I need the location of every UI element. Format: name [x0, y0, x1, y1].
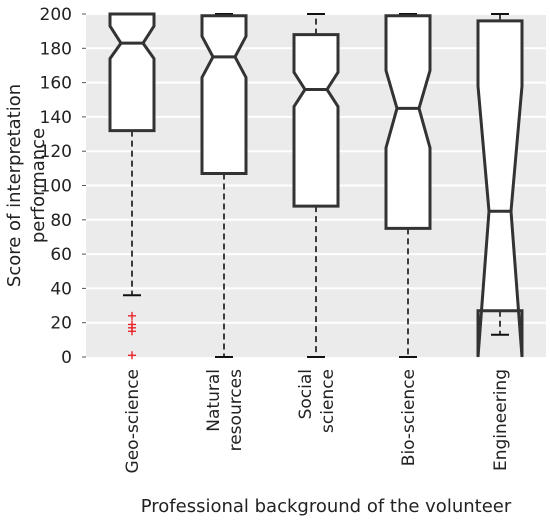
- y-tick-label: 180: [40, 39, 72, 59]
- y-axis-title: Score of interpretation: [4, 84, 25, 287]
- y-tick-label: 40: [50, 279, 72, 299]
- notched-box: [292, 33, 340, 208]
- y-tick-label: 120: [40, 142, 72, 162]
- y-tick-label: 80: [50, 211, 72, 231]
- x-tick-label: Natural: [204, 369, 224, 432]
- box-series: [108, 12, 524, 360]
- box-group: [384, 13, 432, 358]
- x-axis-title: Professional background of the volunteer: [141, 496, 512, 517]
- y-tick-label: 160: [40, 74, 72, 94]
- notched-box: [108, 12, 156, 133]
- x-tick-label: Engineering: [491, 369, 511, 471]
- y-tick-label: 200: [40, 5, 72, 25]
- box-group: [108, 12, 156, 360]
- y-tick-label: 100: [40, 177, 72, 197]
- notched-box: [200, 14, 248, 175]
- box-group: [476, 13, 524, 358]
- notched-box: [384, 14, 432, 230]
- box-group: [292, 13, 340, 358]
- outlier-marker: [128, 311, 136, 320]
- x-tick-label: Bio-science: [399, 369, 419, 466]
- box-group: [200, 13, 248, 358]
- y-tick-label: 0: [61, 348, 72, 368]
- y-axis-title-line2: performance: [28, 128, 49, 243]
- outlier-marker: [128, 327, 136, 336]
- x-tick-label: science: [318, 369, 338, 433]
- y-tick-labels: 0 20 40 60 80 100 120 140 160 180 200: [40, 5, 86, 368]
- y-tick-label: 140: [40, 108, 72, 128]
- notched-box: [476, 19, 524, 358]
- x-tick-label: resources: [226, 369, 246, 452]
- x-tick-label: Geo-science: [123, 369, 143, 473]
- x-tick-labels: Geo-science Natural resources Social science…: [123, 369, 511, 474]
- y-tick-label: 20: [50, 314, 72, 334]
- outlier-marker: [128, 351, 136, 360]
- x-tick-label: Social: [296, 369, 316, 419]
- y-tick-label: 60: [50, 245, 72, 265]
